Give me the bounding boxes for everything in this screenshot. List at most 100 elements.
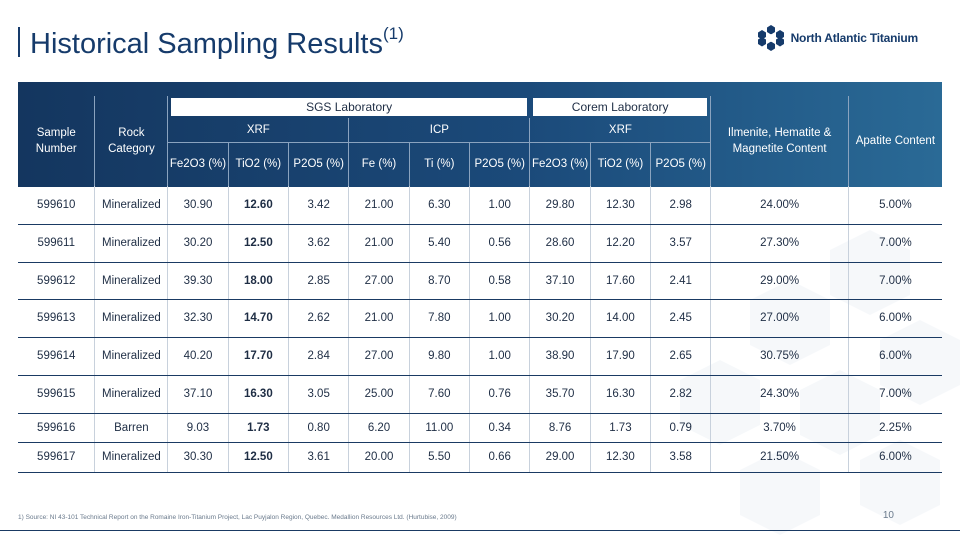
table-cell: Mineralized: [94, 442, 168, 473]
header-corem-laboratory: Corem Laboratory: [530, 96, 711, 118]
table-cell: 0.58: [469, 262, 530, 300]
table-cell: 29.00%: [710, 262, 849, 300]
table-cell: 38.90: [529, 337, 591, 376]
col-header: P2O5 (%): [650, 142, 711, 186]
table-cell: 32.30: [167, 299, 229, 338]
table-cell: 27.30%: [710, 224, 849, 263]
table-cell: 17.90: [589, 337, 651, 376]
header-sample-number: Sample Number: [35, 127, 77, 155]
table-cell: 14.00: [589, 299, 651, 338]
table-cell: 7.60: [408, 375, 470, 414]
table-cell: 12.30: [589, 442, 651, 473]
table-cell: 14.70: [227, 299, 289, 338]
table-cell: 25.00: [348, 375, 410, 414]
col-header: Fe (%): [348, 142, 410, 186]
table-cell: 0.66: [469, 442, 530, 473]
table-cell: 599617: [18, 442, 95, 473]
table-cell: 599612: [18, 262, 95, 300]
table-cell: 7.00%: [847, 224, 942, 263]
table-cell: 6.00%: [847, 299, 942, 338]
table-cell: 1.00: [469, 299, 530, 338]
table-cell: 1.00: [469, 186, 530, 225]
header-corem-xrf: XRF: [529, 118, 711, 143]
table-cell: 30.75%: [710, 337, 849, 376]
table-cell: 21.00: [348, 224, 410, 263]
table-row: 599613 Mineralized 32.30 14.70 2.62 21.00 7.80…: [18, 299, 942, 338]
table-row: 599610 Mineralized 30.90 12.60 3.42 21.00 6.30…: [18, 186, 942, 225]
table-cell: 6.00%: [847, 337, 942, 376]
table-cell: 3.05: [287, 375, 349, 414]
table-cell: 24.30%: [710, 375, 849, 414]
table-row: 599617 Mineralized 30.30 12.50 3.61 20.00 5.50…: [18, 442, 942, 473]
table-cell: 5.00%: [847, 186, 942, 225]
table-cell: 27.00: [348, 262, 410, 300]
col-header: TiO2 (%): [227, 142, 289, 186]
table-cell: 27.00%: [710, 299, 849, 338]
table-cell: 30.20: [167, 224, 229, 263]
sgs-lab-label: SGS Laboratory: [171, 98, 527, 116]
table-cell: 5.40: [408, 224, 470, 263]
table-cell: 7.00%: [847, 375, 942, 414]
table-cell: 2.84: [287, 337, 349, 376]
table-cell: 599616: [18, 413, 95, 443]
table-cell: 12.50: [227, 442, 289, 473]
table-cell: 5.50: [408, 442, 470, 473]
table-cell: 3.42: [287, 186, 349, 225]
col-header: TiO2 (%): [589, 142, 651, 186]
table-cell: 28.60: [529, 224, 591, 263]
table-cell: 12.20: [589, 224, 651, 263]
table-cell: 3.61: [287, 442, 349, 473]
table-cell: 1.00: [469, 337, 530, 376]
table-cell: 37.10: [529, 262, 591, 300]
table-cell: 30.20: [529, 299, 591, 338]
table-cell: 0.76: [469, 375, 530, 414]
col-header: P2O5 (%): [287, 142, 349, 186]
table-cell: 29.00: [529, 442, 591, 473]
table-cell: 21.00: [348, 299, 410, 338]
footer-divider: [0, 530, 960, 531]
table-cell: Mineralized: [94, 224, 168, 263]
table-cell: 8.76: [529, 413, 591, 443]
col-header: Fe2O3 (%): [529, 142, 591, 186]
col-header: Ti (%): [408, 142, 470, 186]
table-cell: 17.70: [227, 337, 289, 376]
table-row: 599614 Mineralized 40.20 17.70 2.84 27.00 9.80…: [18, 337, 942, 376]
table-cell: 0.56: [469, 224, 530, 263]
table-cell: 1.73: [589, 413, 651, 443]
table-cell: 599613: [18, 299, 95, 338]
table-cell: 0.34: [469, 413, 530, 443]
header-ilmenite-content: Ilmenite, Hematite & Magnetite Content: [710, 96, 849, 186]
header-sgs-icp: ICP: [348, 118, 530, 143]
table-cell: 12.30: [589, 186, 651, 225]
table-cell: 6.30: [408, 186, 470, 225]
table-cell: 21.50%: [710, 442, 849, 473]
table-cell: 30.90: [167, 186, 229, 225]
source-footnote: 1) Source: NI 43-101 Technical Report on…: [18, 514, 457, 521]
table-cell: 599611: [18, 224, 95, 263]
table-cell: 8.70: [408, 262, 470, 300]
table-cell: 2.62: [287, 299, 349, 338]
table-cell: 7.00%: [847, 262, 942, 300]
table-cell: 599610: [18, 186, 95, 225]
table-cell: 39.30: [167, 262, 229, 300]
company-logo: North Atlantic Titanium: [757, 24, 918, 52]
table-cell: 6.00%: [847, 442, 942, 473]
table-cell: Mineralized: [94, 299, 168, 338]
table-cell: 16.30: [589, 375, 651, 414]
table-cell: 2.41: [650, 262, 711, 300]
table-cell: 29.80: [529, 186, 591, 225]
table-cell: 40.20: [167, 337, 229, 376]
sampling-results-table: Sample Number Rock Category SGS Laborato…: [18, 96, 942, 473]
table-cell: 37.10: [167, 375, 229, 414]
logo-text: North Atlantic Titanium: [790, 31, 919, 45]
table-cell: 9.03: [167, 413, 229, 443]
corem-lab-label: Corem Laboratory: [532, 98, 708, 116]
table-cell: 3.58: [650, 442, 711, 473]
page-number: 10: [882, 510, 894, 521]
table-cell: 2.98: [650, 186, 711, 225]
table-row: 599616 Barren 9.03 1.73 0.80 6.20 11.00 0.34 8.7…: [18, 413, 942, 443]
table-cell: 30.30: [167, 442, 229, 473]
table-cell: 12.60: [227, 186, 289, 225]
table-cell: 2.85: [287, 262, 349, 300]
table-cell: Mineralized: [94, 337, 168, 376]
